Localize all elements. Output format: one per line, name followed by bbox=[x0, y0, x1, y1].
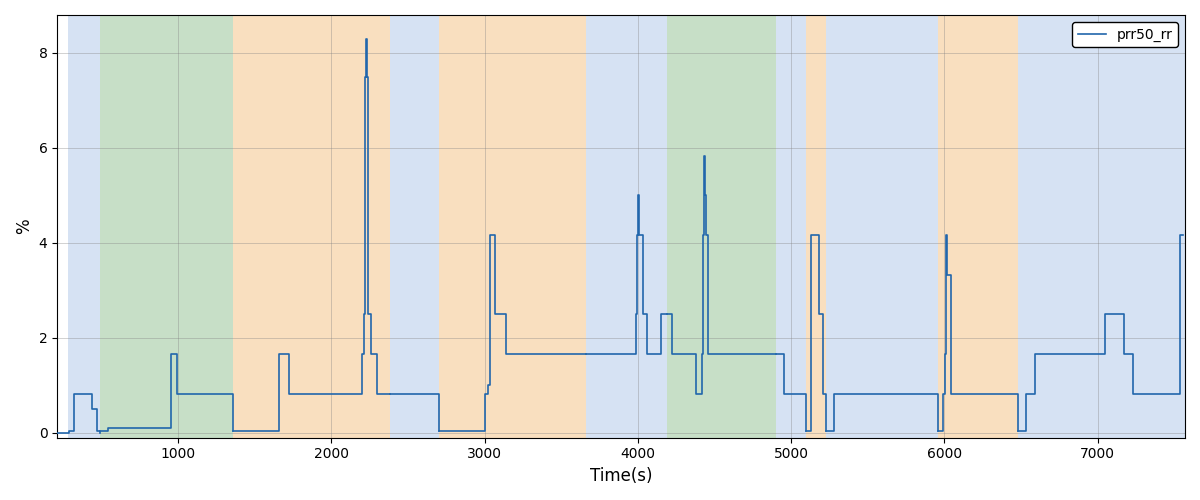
prr50_rr bbox=[73, 390, 88, 396]
Line: prr50_rr: prr50_rr bbox=[58, 394, 100, 433]
prr50_rr bbox=[92, 430, 107, 436]
Legend: prr50_rr: prr50_rr bbox=[1072, 22, 1178, 47]
Bar bbox=[776, 15, 806, 438]
prr50_rr bbox=[90, 428, 104, 434]
prr50_rr bbox=[79, 390, 94, 396]
Y-axis label: %: % bbox=[16, 218, 34, 234]
prr50_rr bbox=[56, 430, 71, 436]
prr50_rr bbox=[50, 430, 65, 436]
Bar bbox=[586, 15, 667, 438]
prr50_rr bbox=[62, 428, 77, 434]
prr50_rr bbox=[85, 406, 100, 412]
Bar bbox=[439, 15, 586, 438]
Bar bbox=[390, 15, 439, 438]
Bar bbox=[827, 15, 938, 438]
prr50_rr bbox=[67, 390, 82, 396]
Bar bbox=[806, 15, 827, 438]
Bar bbox=[100, 15, 233, 438]
Bar bbox=[938, 15, 1018, 438]
Bar bbox=[233, 15, 390, 438]
Bar bbox=[68, 15, 100, 438]
Bar bbox=[1018, 15, 1186, 438]
X-axis label: Time(s): Time(s) bbox=[590, 467, 653, 485]
Bar bbox=[667, 15, 776, 438]
